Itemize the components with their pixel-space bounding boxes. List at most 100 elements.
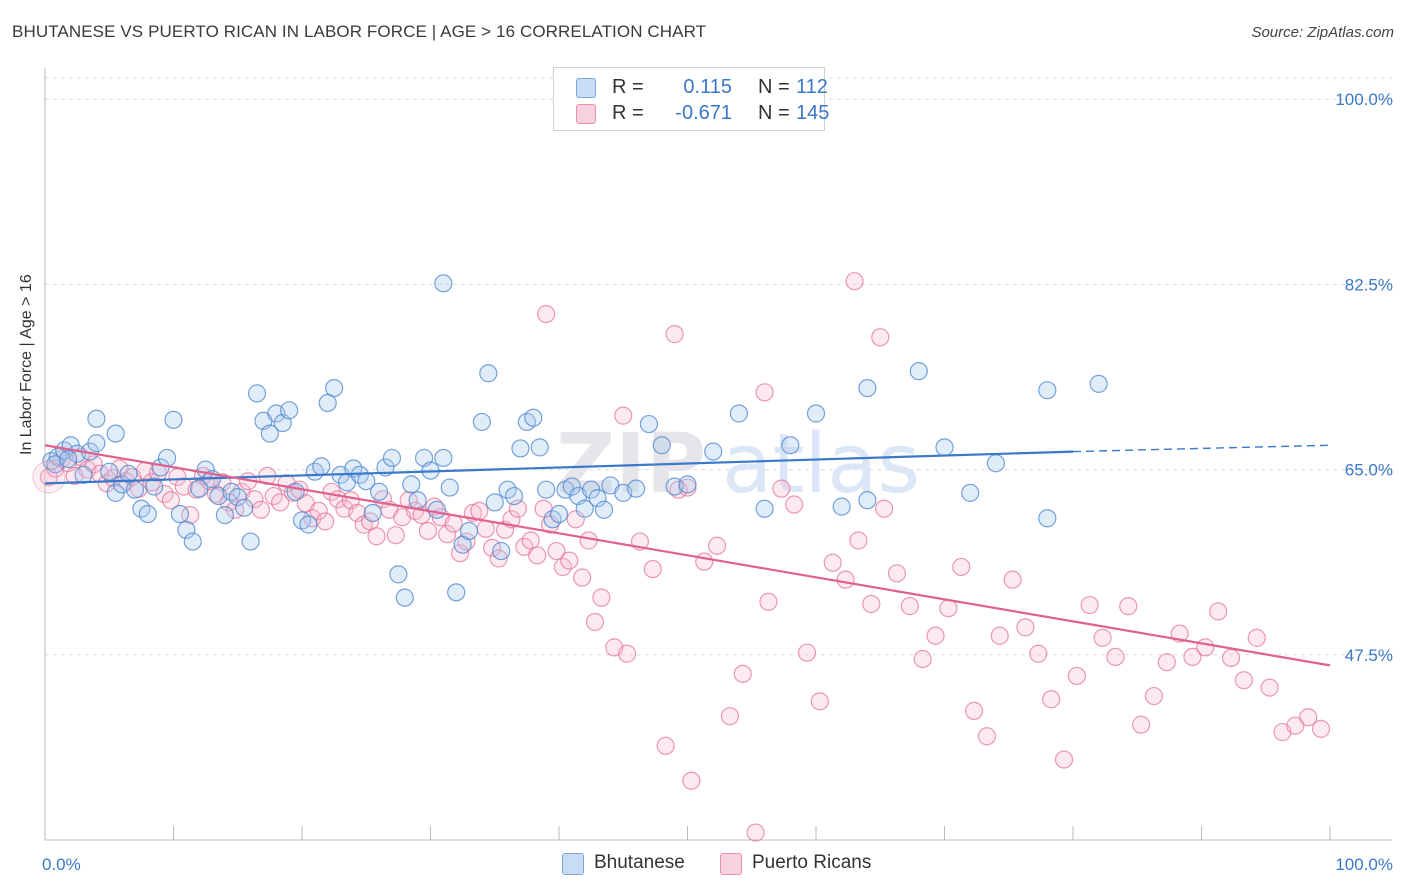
puerto-rican-point xyxy=(592,588,611,607)
bhutanese-point xyxy=(106,424,125,443)
bhutanese-point xyxy=(639,414,659,434)
bhutanese-point xyxy=(299,515,318,534)
legend-r-value: 0.115 xyxy=(683,76,732,98)
bhutanese-point xyxy=(183,532,202,551)
puerto-rican-point xyxy=(251,500,270,519)
watermark-atlas: atlas xyxy=(722,417,920,512)
bhutanese-point xyxy=(241,532,260,551)
puerto-rican-point xyxy=(845,272,864,291)
bhutanese-point xyxy=(485,493,504,512)
legend-n-label: N = xyxy=(758,76,790,98)
y-tick-label: 82.5% xyxy=(1345,275,1393,294)
bhutanese-point xyxy=(138,504,157,524)
puerto-rican-point xyxy=(1234,671,1254,690)
puerto-rican-point xyxy=(746,823,765,842)
bhutanese-point xyxy=(562,477,581,496)
puerto-rican-point xyxy=(1016,618,1035,637)
puerto-rican-point xyxy=(682,771,701,790)
puerto-rican-point xyxy=(665,325,684,344)
puerto-rican-point xyxy=(695,552,714,571)
puerto-rican-point xyxy=(1067,666,1086,686)
bhutanese-point xyxy=(235,498,254,517)
puerto-rican-point xyxy=(386,526,405,545)
bhutanese-point xyxy=(511,439,530,458)
legend-n-value: 145 xyxy=(796,102,830,124)
bhutanese-point xyxy=(382,448,402,468)
bhutanese-point xyxy=(100,462,119,481)
puerto-rican-point xyxy=(810,692,829,711)
bhutanese-point xyxy=(395,588,414,607)
bhutanese-point xyxy=(170,504,190,524)
bottom-legend-label: Puerto Ricans xyxy=(752,852,872,873)
puerto-rican-point xyxy=(1209,602,1228,621)
puerto-rican-point xyxy=(1029,644,1048,663)
puerto-rican-point xyxy=(618,644,637,663)
bhutanese-point xyxy=(370,482,389,501)
bhutanese-point xyxy=(781,436,800,455)
puerto-rican-point xyxy=(759,592,778,611)
legend-r-label: R = xyxy=(612,76,644,98)
bhutanese-point xyxy=(74,465,93,484)
bhutanese-point xyxy=(479,364,498,383)
puerto-rican-point xyxy=(206,484,226,504)
bhutanese-point xyxy=(260,424,279,443)
y-tick-label: 100.0% xyxy=(1335,90,1393,109)
puerto-rican-point xyxy=(797,643,817,662)
puerto-rican-point xyxy=(952,557,971,577)
bhutanese-point xyxy=(119,464,138,483)
puerto-rican-point xyxy=(573,568,592,587)
bhutanese-point xyxy=(87,409,106,428)
puerto-rican-point xyxy=(1119,597,1138,616)
puerto-rican-point xyxy=(1247,628,1266,647)
puerto-rican-point xyxy=(964,701,984,720)
puerto-rican-point xyxy=(1054,750,1074,769)
bhutanese-point xyxy=(434,448,453,468)
bhutanese-point xyxy=(157,448,177,468)
bhutanese-point xyxy=(588,489,607,508)
legend-n-label: N = xyxy=(758,102,790,124)
bhutanese-point xyxy=(280,401,299,420)
bhutanese-point xyxy=(363,503,382,523)
bhutanese-point xyxy=(472,412,491,432)
bhutanese-point xyxy=(537,480,556,499)
bhutanese-point xyxy=(312,457,331,476)
puerto-rican-point xyxy=(836,570,855,589)
puerto-rican-point xyxy=(707,536,727,555)
puerto-rican-point xyxy=(1286,716,1305,735)
legend-n-value: 112 xyxy=(796,76,828,98)
puerto-rican-point xyxy=(348,503,367,523)
bhutanese-point xyxy=(626,479,646,498)
bhutanese-point xyxy=(145,477,164,496)
puerto-rican-point xyxy=(547,541,566,561)
puerto-rican-point xyxy=(438,525,457,544)
puerto-rican-point xyxy=(367,527,386,546)
legend-r-label: R = xyxy=(612,102,644,124)
puerto-rican-point xyxy=(1221,648,1241,668)
bhutanese-point xyxy=(806,404,826,423)
puerto-rican-point xyxy=(470,501,489,520)
bhutanese-point xyxy=(549,504,569,524)
puerto-rican-point xyxy=(772,479,791,498)
bhutanese-point xyxy=(909,362,928,381)
x-tick-label: 100.0% xyxy=(1335,855,1393,874)
bhutanese-point xyxy=(59,449,78,469)
puerto-rican-point xyxy=(990,626,1009,645)
puerto-rican-point xyxy=(1196,638,1215,657)
puerto-rican-point xyxy=(585,612,605,632)
puerto-rican-point xyxy=(720,707,740,726)
bhutanese-point xyxy=(575,499,594,518)
x-tick-label: 0.0% xyxy=(42,855,81,874)
puerto-rican-point xyxy=(977,727,997,746)
y-tick-label: 47.5% xyxy=(1345,646,1393,665)
bhutanese-point xyxy=(389,565,408,584)
bhutanese-point xyxy=(1038,509,1057,528)
puerto-rican-point xyxy=(1093,628,1112,647)
puerto-rican-point xyxy=(900,597,919,616)
puerto-rican-point xyxy=(1311,719,1331,738)
puerto-rican-point xyxy=(656,736,675,755)
puerto-rican-point xyxy=(755,383,774,402)
legend-swatch-puerto-ricans xyxy=(576,104,596,124)
bhutanese-point xyxy=(125,480,145,499)
bhutanese-point xyxy=(177,520,196,540)
